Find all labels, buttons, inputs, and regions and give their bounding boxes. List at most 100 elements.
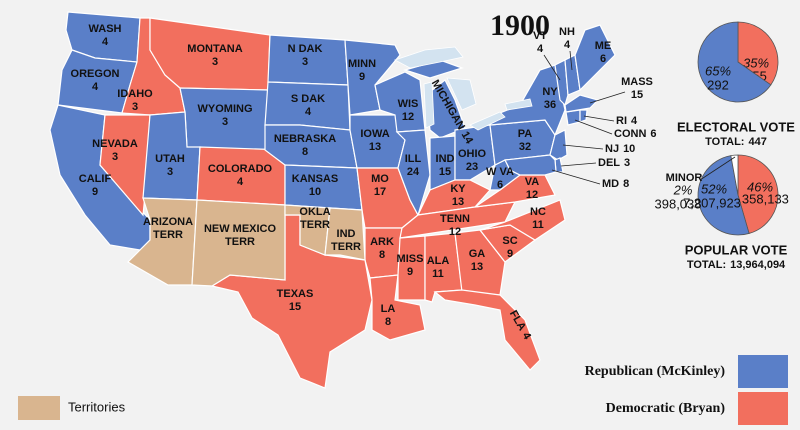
- state-votes: 6: [600, 53, 606, 65]
- state-name: TEXAS: [277, 288, 314, 300]
- state-name: KY: [450, 183, 466, 195]
- state-label: NJ 10: [605, 143, 635, 155]
- state-name: ALA: [427, 255, 450, 267]
- map-title: 1900: [490, 9, 550, 42]
- slice-name: MINOR: [666, 172, 703, 184]
- state-name: MINN: [348, 58, 376, 70]
- state-votes: 6: [497, 179, 503, 191]
- state: [284, 164, 363, 211]
- state-name: WYOMING: [198, 103, 253, 115]
- state-votes: 11: [432, 268, 444, 280]
- state-votes: 3: [112, 151, 118, 163]
- pie-title: POPULAR VOTE: [685, 242, 788, 257]
- pie-slice: [737, 21, 779, 86]
- state-labels: WASH4OREGON4CALIF9IDAHO3NEVADA3MONTANA3W…: [71, 23, 657, 342]
- pie-total: TOTAL: 13,964,094: [687, 259, 786, 271]
- state-name: ILL: [405, 153, 422, 165]
- leader-line: [583, 115, 615, 122]
- state-name: ARK: [370, 236, 394, 248]
- legend-label: Republican (McKinley): [585, 364, 726, 379]
- state: [395, 129, 431, 217]
- state-votes: 8: [623, 178, 629, 190]
- total-value: 13,964,094: [730, 259, 786, 271]
- state-name: S DAK: [291, 93, 325, 105]
- state-votes: 10: [309, 186, 321, 198]
- total-value: 447: [748, 136, 766, 148]
- slice-value: 292: [707, 77, 729, 92]
- state-name: MASS: [621, 76, 653, 88]
- state-name: W VA: [486, 166, 514, 178]
- pie-title: ELECTORAL VOTE: [677, 119, 795, 134]
- state-votes: 12: [402, 111, 414, 123]
- great-lakes: [393, 46, 533, 131]
- state-votes: 12: [526, 189, 538, 201]
- state-votes: 4: [237, 176, 244, 188]
- state-votes: 3: [132, 101, 138, 113]
- state-name: VT: [533, 30, 547, 42]
- leader-line: [589, 91, 626, 104]
- state-name: OHIO: [458, 148, 487, 160]
- state-votes: 15: [439, 166, 451, 178]
- state-name: NJ: [605, 143, 619, 155]
- legend-swatch: [738, 392, 788, 425]
- state-name: COLORADO: [208, 163, 273, 175]
- state-votes: 10: [623, 143, 635, 155]
- state: [564, 94, 600, 113]
- state-votes: 36: [544, 99, 556, 111]
- slice-percent: 52%: [701, 181, 727, 196]
- leader-line: [699, 156, 736, 181]
- state-votes: 11: [532, 219, 544, 231]
- state-name: NEVADA: [92, 138, 138, 150]
- legend-label: Territories: [68, 399, 126, 414]
- lake: [423, 81, 435, 129]
- state-votes: 4: [305, 106, 312, 118]
- state: [369, 274, 426, 341]
- lake: [469, 111, 506, 131]
- state: [574, 24, 616, 92]
- state-name: GA: [469, 248, 486, 260]
- state-votes: 13: [452, 196, 464, 208]
- state-name: MONTANA: [187, 43, 242, 55]
- state-name: KANSAS: [292, 173, 338, 185]
- state-name: VA: [525, 176, 540, 188]
- state: [397, 235, 426, 301]
- lake: [504, 98, 533, 111]
- state-votes: 3: [222, 116, 228, 128]
- leader-line: [551, 169, 601, 185]
- state-name: ME: [595, 40, 612, 52]
- pie-slice: [737, 154, 779, 234]
- territory-name: NEW MEXICO: [204, 223, 277, 235]
- state-votes: 6: [650, 128, 656, 140]
- state-name: IND: [436, 153, 455, 165]
- state-name: PA: [518, 128, 533, 140]
- territory-name: TERR: [225, 236, 255, 248]
- state-name: NH: [559, 26, 575, 38]
- state-votes: 12: [449, 226, 461, 238]
- slice-value: 7,207,923: [683, 195, 741, 210]
- state: [504, 154, 557, 176]
- state-name: SC: [502, 235, 517, 247]
- state-name: UTAH: [155, 153, 185, 165]
- state: [479, 199, 566, 241]
- state: [99, 114, 151, 217]
- state-votes: 3: [302, 56, 308, 68]
- legend-swatch: [18, 396, 60, 420]
- state-votes: 32: [519, 141, 531, 153]
- state-votes: 15: [289, 301, 301, 313]
- state-votes: 4: [92, 81, 99, 93]
- leader-line: [543, 54, 561, 81]
- slice-value: 398,038: [655, 196, 702, 211]
- state-votes: 8: [302, 146, 308, 158]
- state-name: LA: [381, 303, 396, 315]
- legend: Republican (McKinley) Democratic (Bryan) T…: [18, 355, 788, 425]
- state-votes: 3: [624, 157, 630, 169]
- state-name: OREGON: [71, 68, 120, 80]
- state-name: DEL: [598, 157, 620, 169]
- leader-line: [562, 144, 604, 150]
- pie-slice: [697, 155, 750, 236]
- state-name: NEBRASKA: [274, 133, 336, 145]
- state-votes: 4: [631, 115, 638, 127]
- leader-line: [569, 50, 573, 71]
- slice-percent: 65%: [705, 63, 731, 78]
